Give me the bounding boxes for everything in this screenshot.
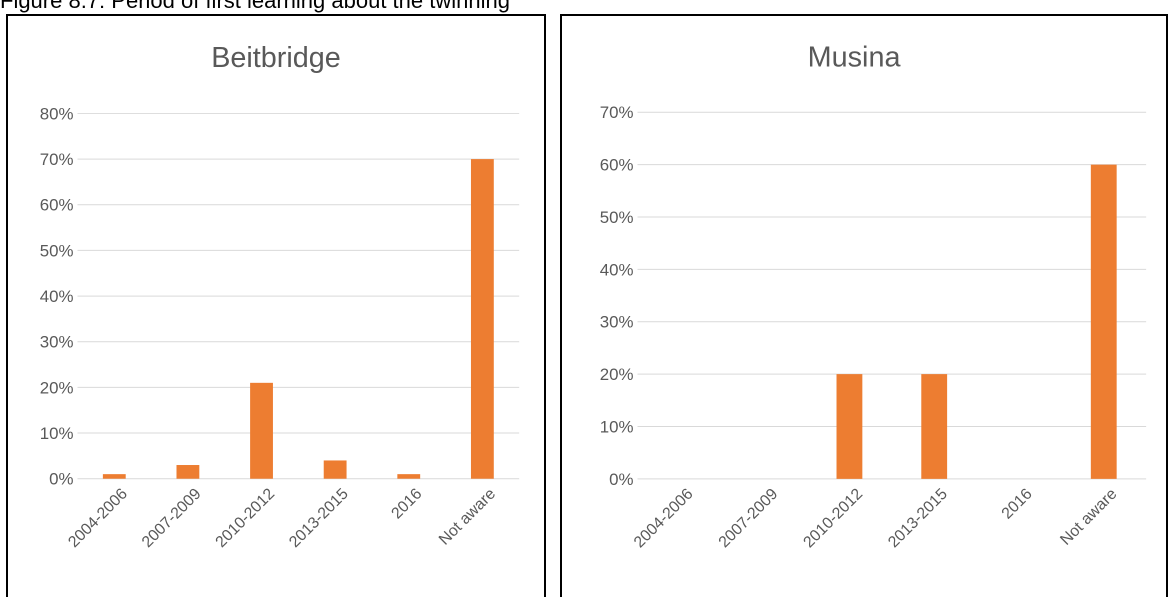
- y-tick-label: 50%: [600, 208, 634, 227]
- bar-musina-2: [836, 374, 863, 479]
- y-tick-label: 30%: [40, 333, 74, 352]
- x-tick-label: 2007-2009: [139, 485, 205, 551]
- y-tick-label: 10%: [40, 424, 74, 443]
- y-tick-label: 70%: [600, 103, 634, 122]
- x-tick-label: Not aware: [436, 485, 499, 548]
- chart-panel-musina: Musina 0% 10% 20% 30% 40% 50% 60% 70% 2004-2006 20…: [560, 14, 1168, 597]
- y-tick-label: 80%: [40, 104, 74, 123]
- bar-beitbridge-0: [102, 474, 126, 479]
- x-tick-label: 2007-2009: [716, 485, 782, 551]
- x-tick-label: Not aware: [1057, 485, 1120, 548]
- bar-musina-5: [1090, 164, 1117, 479]
- y-tick-label: 60%: [40, 196, 74, 215]
- y-tick-label: 50%: [40, 241, 74, 260]
- y-tick-label: 70%: [40, 150, 74, 169]
- chart-title-beitbridge: Beitbridge: [211, 42, 341, 74]
- y-tick-label: 30%: [600, 313, 634, 332]
- x-tick-label: 2004-2006: [65, 485, 131, 551]
- bar-beitbridge-4: [397, 474, 421, 479]
- figure-caption: Figure 8.7: Period of first learning abo…: [0, 0, 510, 13]
- y-tick-label: 40%: [600, 260, 634, 279]
- y-tick-label: 20%: [40, 378, 74, 397]
- x-tick-label: 2013-2015: [286, 485, 352, 551]
- x-tick-label: 2016: [388, 485, 425, 522]
- y-tick-label: 0%: [49, 470, 73, 489]
- x-tick-label: 2010-2012: [213, 485, 279, 551]
- bar-musina-3: [921, 374, 948, 479]
- chart-panel-beitbridge: Beitbridge 0% 10% 20% 30% 40% 50% 60% 70% 80% 2004…: [6, 14, 546, 597]
- y-tick-label: 0%: [609, 470, 633, 489]
- bar-beitbridge-2: [250, 382, 273, 479]
- chart-musina: Musina 0% 10% 20% 30% 40% 50% 60% 70% 2004-2006 20…: [600, 42, 1147, 551]
- chart-title-musina: Musina: [808, 42, 902, 74]
- y-tick-label: 20%: [600, 365, 634, 384]
- bar-beitbridge-5: [470, 159, 494, 479]
- y-tick-label: 40%: [40, 287, 74, 306]
- x-tick-label: 2013-2015: [885, 485, 951, 551]
- x-tick-label: 2010-2012: [800, 485, 866, 551]
- chart-beitbridge: Beitbridge 0% 10% 20% 30% 40% 50% 60% 70% 80% 2004…: [40, 42, 520, 551]
- x-tick-label: 2004-2006: [631, 485, 697, 551]
- x-tick-label: 2016: [999, 485, 1036, 522]
- y-tick-label: 60%: [600, 156, 634, 175]
- bar-beitbridge-1: [176, 465, 200, 479]
- y-tick-label: 10%: [600, 417, 634, 436]
- bar-beitbridge-3: [323, 460, 347, 479]
